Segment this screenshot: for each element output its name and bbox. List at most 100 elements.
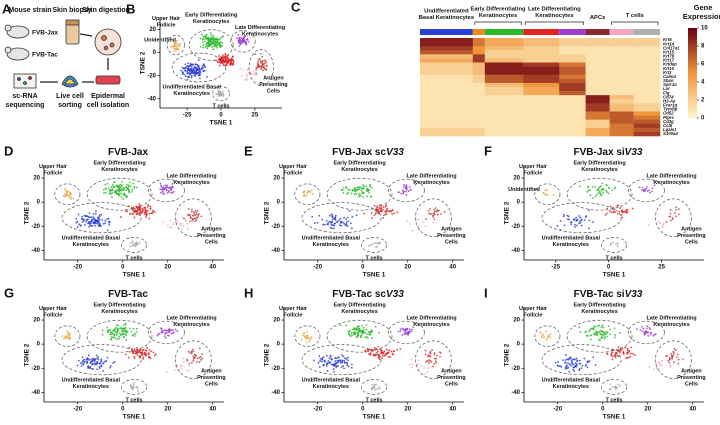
heatmap-cell (633, 111, 661, 116)
cell-dot (316, 221, 319, 224)
cell-dot (630, 346, 633, 349)
cell-dot (204, 38, 206, 40)
heatmap-cell (420, 66, 474, 71)
cell-dot (131, 188, 134, 191)
gene-label: Krt1 (663, 70, 672, 75)
cluster-label: Keratinocytes (101, 167, 137, 173)
cell-dot (562, 215, 565, 218)
colorbar-step (688, 88, 697, 92)
cell-dot (94, 221, 96, 224)
cell-dot (128, 351, 131, 353)
cell-dot (121, 184, 123, 187)
cell-dot (425, 360, 427, 363)
cell-dot (100, 358, 103, 361)
cell-dot (353, 190, 356, 192)
cell-dot (181, 71, 184, 73)
cell-dot (622, 351, 625, 353)
cell-dot (329, 214, 331, 217)
cell-dot (675, 206, 678, 209)
cell-dot (230, 62, 233, 65)
cell-dot (87, 357, 89, 360)
colorbar-step (688, 32, 697, 36)
cell-dot (378, 386, 381, 389)
cell-dot (429, 355, 432, 358)
heatmap-cell (633, 87, 661, 92)
cell-dot (672, 351, 675, 354)
cell-dot (308, 190, 310, 193)
cell-dot (646, 185, 648, 188)
cell-dot (362, 329, 365, 332)
cluster-outline (86, 177, 153, 211)
cell-dot (433, 357, 436, 360)
cluster-outline (541, 202, 622, 234)
x-tick-label: 20 (644, 407, 651, 413)
y-tick-label: -40 (31, 390, 40, 396)
cell-dot (110, 193, 112, 196)
cluster-label: Undifferentiated Basal (542, 378, 601, 384)
cluster-label: Upper Hair (279, 306, 308, 312)
cell-dot (370, 187, 373, 189)
cell-dot (136, 327, 138, 330)
cell-dot (606, 335, 609, 338)
x-tick-label: -25 (551, 265, 560, 271)
cell-dot (438, 209, 440, 212)
cell-dot (649, 333, 652, 336)
cell-dot (376, 350, 379, 353)
cluster-label: T cells (605, 256, 622, 262)
cell-dot (158, 332, 161, 335)
cell-dot (350, 192, 353, 195)
cell-dot (265, 61, 268, 64)
x-axis-label: TSNE 1 (210, 120, 233, 127)
cell-dot (172, 223, 175, 226)
cell-dot (604, 213, 607, 216)
cluster-label: Presenting (677, 375, 705, 381)
cell-dot (659, 361, 662, 364)
cell-dot (343, 357, 346, 360)
cell-dot (345, 218, 347, 221)
cell-dot (201, 357, 204, 360)
cell-dot (98, 366, 101, 368)
x-tick-label: 0 (361, 407, 365, 413)
cell-dot (337, 361, 339, 364)
cell-dot (242, 39, 245, 42)
cell-dot (321, 357, 324, 359)
cell-dot (265, 68, 268, 71)
cell-dot (377, 208, 379, 211)
cluster-label: Antigen (441, 226, 462, 232)
heatmap-cell (472, 99, 486, 104)
heatmap-cell (420, 62, 474, 67)
cell-dot (613, 187, 616, 190)
cell-dot (539, 331, 542, 333)
cell-dot (133, 335, 136, 337)
cell-dot (98, 218, 101, 221)
cell-dot (98, 214, 101, 217)
cell-dot (109, 329, 112, 331)
heatmap-cell (559, 62, 586, 67)
cell-dot (194, 354, 197, 357)
cell-dot (218, 38, 221, 41)
cell-dot (652, 334, 655, 337)
cell-dot (181, 222, 183, 225)
heatmap-cell (559, 99, 586, 104)
cell-dot (429, 352, 431, 354)
cell-dot (332, 224, 335, 227)
cell-dot (353, 193, 356, 195)
heatmap-cell (420, 91, 474, 96)
cell-dot (190, 352, 193, 355)
step-label: sequencing (6, 102, 45, 109)
cell-dot (82, 359, 84, 362)
cell-dot (610, 211, 613, 214)
cell-dot (606, 352, 608, 355)
cell-dot (572, 363, 575, 366)
gene-label: Krt17 (663, 58, 675, 63)
cell-dot (371, 243, 374, 245)
cell-dot (304, 335, 306, 337)
cell-dot (196, 357, 199, 360)
cell-dot (549, 333, 552, 335)
cluster-label: Keratinocytes (581, 167, 617, 173)
gene-label: Ptprc (663, 115, 675, 120)
cell-dot (175, 219, 178, 221)
cell-dot (169, 226, 172, 229)
cell-dot (211, 46, 214, 48)
cell-dot (68, 337, 71, 340)
